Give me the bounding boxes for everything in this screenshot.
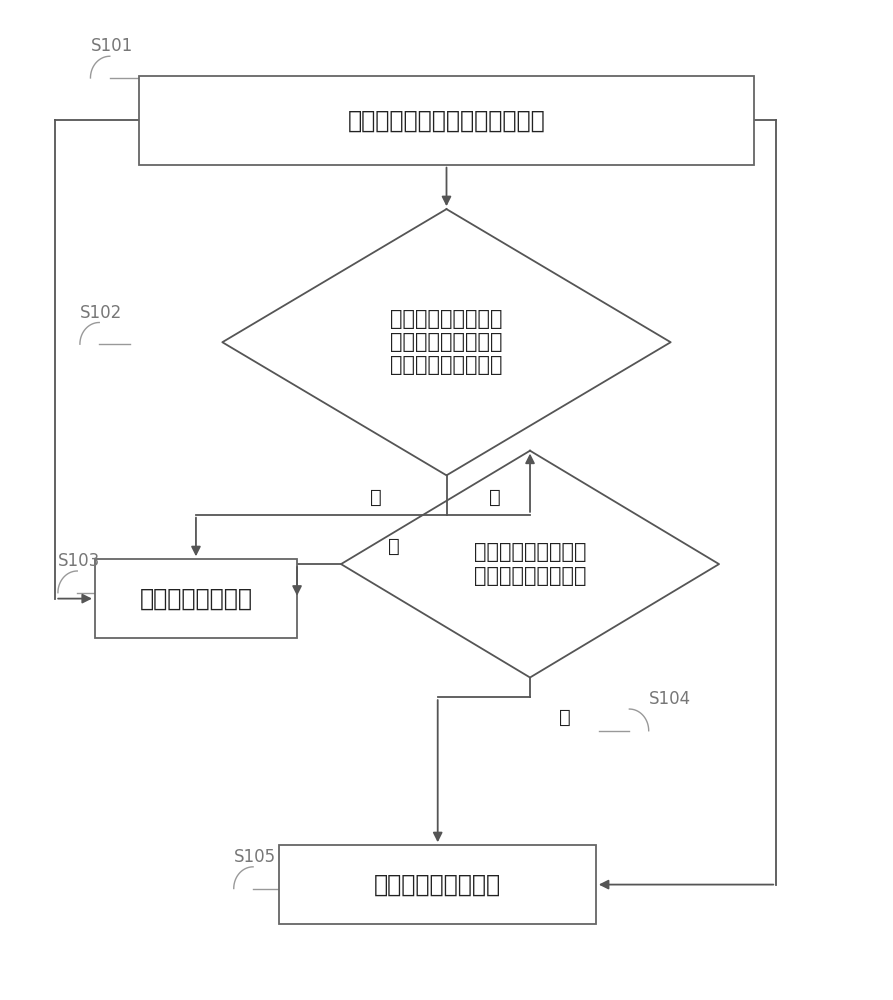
Text: S105: S105 — [234, 848, 276, 866]
Text: S104: S104 — [648, 690, 691, 708]
Text: S102: S102 — [79, 304, 122, 322]
Text: S103: S103 — [58, 552, 100, 570]
Text: 否: 否 — [371, 488, 382, 507]
Text: 是: 是 — [559, 707, 571, 726]
Text: 获取风力发电机当前状态的功率: 获取风力发电机当前状态的功率 — [347, 108, 546, 132]
Polygon shape — [222, 209, 671, 475]
Text: 执行变桨距控制方法: 执行变桨距控制方法 — [374, 873, 501, 897]
Text: S101: S101 — [90, 37, 133, 55]
Text: 执行转矩控制方法: 执行转矩控制方法 — [139, 587, 253, 611]
Text: 是: 是 — [489, 488, 501, 507]
FancyBboxPatch shape — [95, 559, 297, 638]
Text: 否: 否 — [388, 537, 400, 556]
Text: 判断上述风力发电机
当前状态的功率是否
大于预设极限功率值: 判断上述风力发电机 当前状态的功率是否 大于预设极限功率值 — [390, 309, 503, 375]
FancyBboxPatch shape — [280, 845, 596, 924]
Polygon shape — [341, 451, 719, 678]
Text: 判断连续时间段是否
大于预设极限时间段: 判断连续时间段是否 大于预设极限时间段 — [474, 542, 587, 586]
FancyBboxPatch shape — [138, 76, 755, 165]
